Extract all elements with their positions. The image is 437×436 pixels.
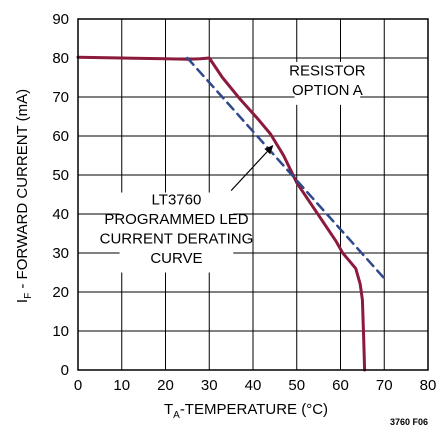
- x-axis-title: TA-TEMPERATURE (°C): [164, 401, 328, 421]
- x-tick-label: 80: [420, 377, 437, 394]
- annotation-background: [294, 61, 361, 105]
- figure-code: 3760 F06: [390, 417, 428, 427]
- y-tick-label: 70: [52, 89, 69, 106]
- plot-frame: [77, 18, 429, 371]
- y-tick-label: 30: [52, 245, 69, 262]
- annotation-background: [119, 192, 234, 273]
- x-tick-label: 10: [113, 377, 130, 394]
- tick-labels: 0 10 20 30 40 50 60 70 80 0 10 20 30 40 50 60 70 80 90: [52, 11, 436, 394]
- x-tick-label: 60: [332, 377, 349, 394]
- x-tick-label: 30: [201, 377, 218, 394]
- y-axis-title: IF - FORWARD CURRENT (mA): [14, 89, 34, 303]
- y-tick-label: 40: [52, 206, 69, 223]
- x-tick-label: 70: [376, 377, 393, 394]
- x-tick-label: 20: [157, 377, 174, 394]
- annotation-text: PROGRAMMED LED: [104, 211, 248, 228]
- y-tick-label: 0: [61, 362, 69, 379]
- pointer-arrow: [230, 145, 274, 192]
- y-tick-label: 20: [52, 284, 69, 301]
- x-tick-label: 0: [74, 377, 82, 394]
- annotation-text: CURRENT DERATING: [100, 230, 254, 247]
- annotation-text: OPTION A: [292, 82, 363, 99]
- solid-series-line: [76, 55, 367, 372]
- annotation-text: CURVE: [150, 250, 202, 267]
- annotation-text: RESISTOR: [289, 63, 366, 80]
- x-tick-label: 50: [288, 377, 305, 394]
- y-tick-label: 50: [52, 167, 69, 184]
- y-tick-label: 90: [52, 11, 69, 28]
- annotation-text: LT3760: [152, 191, 202, 208]
- annotations: RESISTOR OPTION A LT3760 PROGRAMMED LED CURR…: [100, 61, 366, 273]
- y-tick-label: 80: [52, 50, 69, 67]
- y-tick-label: 60: [52, 128, 69, 145]
- dashed-series-line: [186, 56, 386, 280]
- series-group: [76, 55, 386, 372]
- x-tick-label: 40: [245, 377, 262, 394]
- y-tick-label: 10: [52, 323, 69, 340]
